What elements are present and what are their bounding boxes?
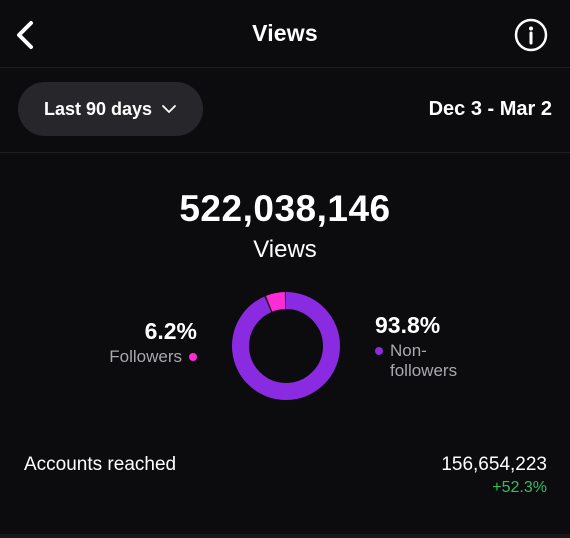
followers-segment: 6.2% Followers [109,318,197,367]
page-title: Views [252,20,318,46]
followers-label: Followers [109,347,182,366]
top-bar: Views [0,0,570,68]
non-followers-label: Non-followers [390,341,458,380]
chevron-down-icon [162,105,176,113]
chevron-left-icon [17,21,33,49]
accounts-reached-change: +52.3% [492,479,547,496]
date-range-dropdown-label: Last 90 days [43,98,153,119]
followers-percent: 6.2% [144,318,197,344]
followers-dot [189,353,197,361]
non-followers-dot [375,347,383,355]
back-button[interactable] [8,14,42,56]
info-button[interactable] [513,17,549,53]
non-followers-percent: 93.8% [375,312,441,338]
non-followers-arc [232,292,340,400]
views-total: 522,038,146 [179,188,391,229]
divider [0,534,570,538]
accounts-reached-label: Accounts reached [24,454,177,475]
date-range-dropdown[interactable]: Last 90 days [18,82,203,136]
accounts-reached-value: 156,654,223 [441,454,547,475]
info-icon [514,18,548,52]
non-followers-segment: 93.8% Non-followers [375,312,485,381]
views-donut-chart [232,292,340,400]
date-range-text: Dec 3 - Mar 2 [428,98,552,120]
filter-row: Last 90 days Dec 3 - Mar 2 [0,68,570,153]
views-total-label: Views [253,236,317,263]
